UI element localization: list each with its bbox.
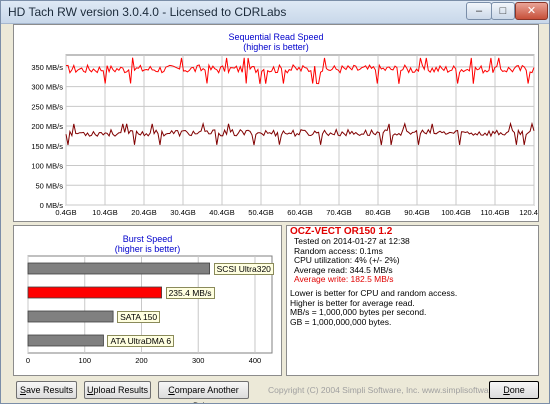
sequential-chart: 350 MB/s 300 MB/s 250 MB/s 200 MB/s 150 MB/s… xyxy=(31,54,538,217)
y-tick-label: 200 MB/s xyxy=(31,122,63,131)
burst-bar xyxy=(27,262,210,275)
save-results-button[interactable]: Save Results xyxy=(16,381,77,399)
copyright-text: Copyright (C) 2004 Simpli Software, Inc.… xyxy=(268,385,515,395)
x-tick-label: 100.4GB xyxy=(441,208,471,217)
burst-x-tick-label: 0 xyxy=(26,356,30,365)
note-lower: Lower is better for CPU and random acces… xyxy=(290,288,458,298)
tested-date: Tested on 2014-01-27 at 12:38 xyxy=(294,236,410,246)
compare-accel: C xyxy=(168,385,175,395)
note-higher: Higher is better for average read. xyxy=(290,297,415,308)
done-label: one xyxy=(509,385,525,395)
burst-title: Burst Speed xyxy=(122,234,173,244)
note-mbs: MB/s = 1,000,000 bytes per second. xyxy=(290,307,427,317)
cpu-utilization: CPU utilization: 4% (+/- 2%) xyxy=(294,255,400,265)
test-details: Tested on 2014-01-27 at 12:38 Random acc… xyxy=(294,236,410,285)
burst-bar xyxy=(27,334,104,347)
y-tick-label: 50 MB/s xyxy=(35,181,63,190)
minimize-button[interactable]: – xyxy=(466,2,492,20)
burst-speed-panel: Burst Speed (higher is better) 0 100 200 30… xyxy=(13,225,282,376)
sequential-title: Sequential Read Speed xyxy=(228,32,324,42)
x-tick-label: 70.4GB xyxy=(326,208,351,217)
y-tick-label: 150 MB/s xyxy=(31,142,63,151)
burst-chart: 0 100 200 300 400 xyxy=(26,255,273,365)
title-bar[interactable]: HD Tach RW version 3.0.4.0 - Licensed to… xyxy=(1,1,549,24)
burst-bar xyxy=(27,286,162,299)
x-tick-label: 90.4GB xyxy=(404,208,429,217)
burst-bar xyxy=(27,310,114,323)
drive-name: OCZ-VECT OR150 1.2 xyxy=(290,226,393,237)
upload-label: pload Results xyxy=(93,385,149,395)
y-tick-label: 100 MB/s xyxy=(31,162,63,171)
average-read: Average read: 344.5 MB/s xyxy=(294,264,393,275)
x-tick-label: 50.4GB xyxy=(248,208,273,217)
series-line-write xyxy=(65,121,535,146)
random-access: Random access: 0.1ms xyxy=(294,245,383,256)
close-button[interactable]: ✕ xyxy=(515,2,548,20)
upload-results-button[interactable]: Upload Results xyxy=(84,381,151,399)
save-accel: S xyxy=(19,385,26,395)
x-tick-label: 0.4GB xyxy=(55,208,76,217)
compare-label: ompare Another Drive xyxy=(174,385,239,403)
test-notes: Lower is better for CPU and random acces… xyxy=(290,288,458,327)
x-tick-label: 40.4GB xyxy=(209,208,234,217)
sequential-read-panel: Sequential Read Speed (higher is better)… xyxy=(13,24,539,222)
burst-x-tick-label: 100 xyxy=(78,356,91,365)
x-tick-label: 110.4GB xyxy=(480,208,509,217)
burst-x-tick-label: 400 xyxy=(249,356,262,365)
y-tick-label: 0 MB/s xyxy=(40,201,64,210)
burst-x-tick-label: 300 xyxy=(192,356,205,365)
average-write: Average write: 182.5 MB/s xyxy=(294,274,394,284)
y-tick-label: 350 MB/s xyxy=(31,63,63,72)
save-label: ave Results xyxy=(25,385,74,395)
burst-subtitle: (higher is better) xyxy=(114,244,181,254)
burst-bar-label: ATA UltraDMA 6 xyxy=(107,334,175,347)
sequential-subtitle: (higher is better) xyxy=(243,42,309,52)
burst-x-tick-label: 200 xyxy=(135,356,148,365)
compare-drive-button[interactable]: Compare Another Drive xyxy=(158,381,249,403)
window-title: HD Tach RW version 3.0.4.0 - Licensed to… xyxy=(8,5,287,19)
x-tick-label: 80.4GB xyxy=(365,208,390,217)
burst-chart-title: Burst Speed (higher is better) xyxy=(14,234,281,254)
done-accel: D xyxy=(503,385,510,395)
x-tick-label: 20.4GB xyxy=(131,208,156,217)
series-line-read xyxy=(65,57,535,85)
sequential-chart-title: Sequential Read Speed (higher is better) xyxy=(14,32,538,52)
burst-bar-label: SATA 150 xyxy=(117,310,161,323)
x-tick-label: 30.4GB xyxy=(170,208,195,217)
x-tick-label: 10.4GB xyxy=(92,208,117,217)
maximize-button[interactable]: □ xyxy=(491,2,515,20)
note-gb: GB = 1,000,000,000 bytes. xyxy=(290,316,392,327)
burst-bar-label: SCSI Ultra320 xyxy=(213,262,274,275)
results-info-panel xyxy=(286,225,539,376)
y-tick-label: 250 MB/s xyxy=(31,102,63,111)
done-button[interactable]: Done xyxy=(489,381,539,399)
upload-accel: U xyxy=(86,385,94,395)
y-tick-label: 300 MB/s xyxy=(31,83,63,92)
burst-bar-label: 235.4 MB/s xyxy=(165,286,215,299)
x-tick-label: 120.4GB xyxy=(519,208,538,217)
x-tick-label: 60.4GB xyxy=(287,208,312,217)
